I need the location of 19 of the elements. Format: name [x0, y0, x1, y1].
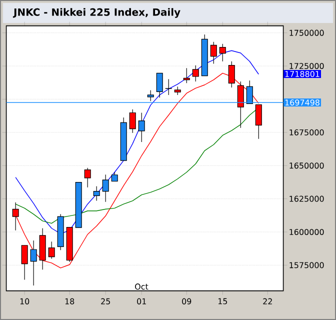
chart-title: JNKC - Nikkei 225 Index, Daily — [12, 8, 180, 18]
candlestick — [183, 68, 190, 84]
candlestick — [129, 109, 136, 134]
candlestick — [165, 78, 172, 96]
candlestick — [246, 80, 253, 104]
candlestick — [156, 72, 163, 98]
candlestick — [237, 81, 244, 128]
candlestick — [192, 65, 199, 82]
candlestick — [84, 168, 91, 188]
candlestick — [30, 240, 37, 286]
candlestick — [219, 44, 226, 62]
candlestick — [147, 90, 154, 102]
candlestick — [138, 112, 145, 142]
candlestick — [102, 174, 109, 202]
candlestick — [93, 186, 100, 202]
candlestick — [111, 172, 118, 182]
candlestick — [210, 42, 217, 64]
candlestick — [21, 245, 28, 280]
candlestick — [48, 241, 55, 260]
